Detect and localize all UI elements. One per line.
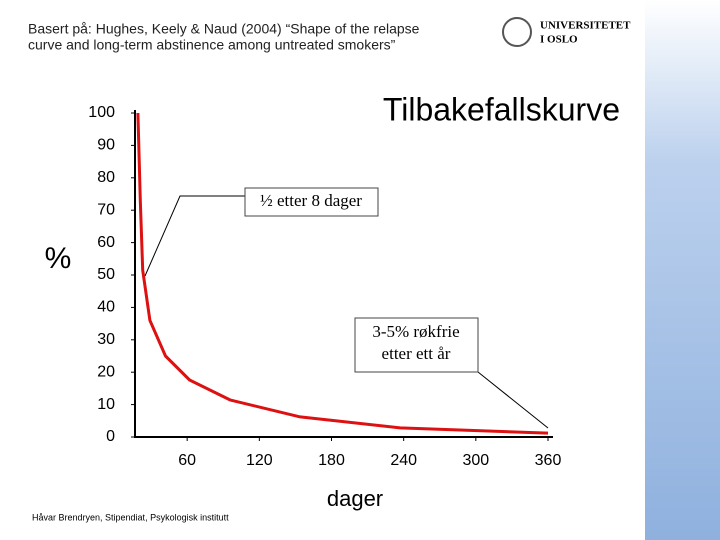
x-tick-label: 360 bbox=[535, 452, 562, 469]
y-axis-label: % bbox=[45, 242, 72, 275]
logo-text: UNIVERSITETET bbox=[540, 20, 631, 32]
annotation: etter ett år bbox=[382, 344, 451, 363]
x-tick-label: 180 bbox=[318, 452, 345, 469]
annotation: ½ etter 8 dager bbox=[260, 191, 362, 210]
leader-line bbox=[477, 371, 549, 429]
x-tick-label: 60 bbox=[178, 452, 196, 469]
y-tick-label: 30 bbox=[97, 331, 115, 348]
relapse-curve bbox=[136, 112, 549, 435]
y-tick-label: 80 bbox=[97, 169, 115, 186]
leader-line bbox=[144, 195, 245, 277]
y-tick-label: 0 bbox=[106, 428, 115, 445]
annotation-box bbox=[244, 187, 379, 217]
x-tick-label: 120 bbox=[246, 452, 273, 469]
chart-title: Tilbakefallskurve bbox=[383, 91, 620, 127]
source-line: Basert på: Hughes, Keely & Naud (2004) “… bbox=[28, 21, 420, 37]
annotation-box bbox=[354, 317, 479, 373]
side-image bbox=[645, 0, 720, 540]
source-line: curve and long-term abstinence among unt… bbox=[28, 37, 396, 53]
logo-seal bbox=[502, 17, 532, 47]
y-tick-label: 40 bbox=[97, 299, 115, 316]
y-tick-label: 70 bbox=[97, 201, 115, 218]
y-tick-label: 50 bbox=[97, 266, 115, 283]
x-axis-label: dager bbox=[327, 486, 383, 511]
x-tick-label: 300 bbox=[462, 452, 489, 469]
logo-text: I OSLO bbox=[540, 34, 578, 46]
y-tick-label: 60 bbox=[97, 234, 115, 251]
y-tick-label: 10 bbox=[97, 396, 115, 413]
y-tick-label: 20 bbox=[97, 363, 115, 380]
x-tick-label: 240 bbox=[390, 452, 417, 469]
y-tick-label: 90 bbox=[97, 137, 115, 154]
annotation: 3-5% røkfrie bbox=[372, 322, 459, 341]
footer: Håvar Brendryen, Stipendiat, Psykologisk… bbox=[32, 512, 229, 522]
y-tick-label: 100 bbox=[88, 104, 115, 121]
